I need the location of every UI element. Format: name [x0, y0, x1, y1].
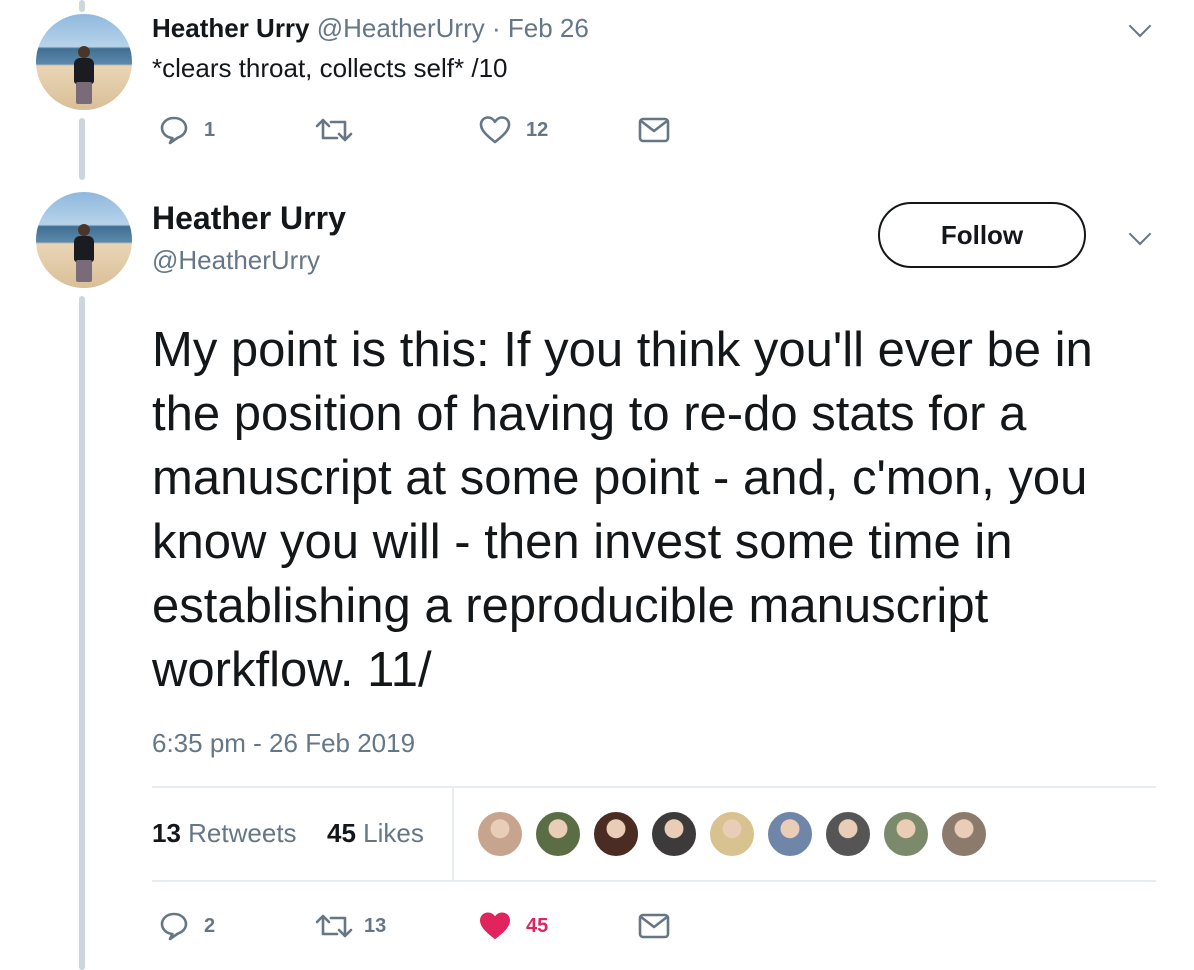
heart-icon	[479, 116, 511, 144]
retweet-icon	[315, 118, 353, 142]
retweet-icon	[315, 914, 353, 938]
like-stat-label: Likes	[363, 818, 424, 848]
avatar[interactable]	[36, 14, 132, 110]
like-count: 45	[526, 914, 549, 937]
like-button[interactable]: 45	[478, 910, 548, 942]
author-name[interactable]: Heather Urry	[152, 200, 346, 236]
like-button[interactable]: 12	[478, 114, 548, 146]
liker-avatar[interactable]	[882, 810, 930, 858]
author-handle[interactable]: @HeatherUrry	[152, 245, 320, 275]
thread-line	[79, 0, 85, 12]
message-button[interactable]	[638, 912, 670, 940]
reply-count: 1	[204, 118, 216, 141]
author-handle[interactable]: @HeatherUrry	[316, 13, 485, 43]
liker-avatar[interactable]	[708, 810, 756, 858]
heart-icon	[479, 912, 511, 940]
retweet-button[interactable]: 13	[314, 910, 386, 942]
retweet-button[interactable]	[314, 114, 354, 146]
divider	[152, 880, 1156, 882]
liker-avatar[interactable]	[940, 810, 988, 858]
author-name[interactable]: Heather Urry	[152, 13, 310, 43]
liker-avatar[interactable]	[592, 810, 640, 858]
follow-button[interactable]: Follow	[878, 202, 1086, 268]
reply-count: 2	[204, 914, 216, 937]
chevron-down-icon[interactable]	[1128, 222, 1152, 246]
like-stat[interactable]: 45 Likes	[327, 818, 424, 849]
liker-avatar[interactable]	[476, 810, 524, 858]
reply-icon	[160, 116, 188, 145]
liker-avatar[interactable]	[650, 810, 698, 858]
retweet-stat-label: Retweets	[188, 818, 297, 848]
tweet-text: *clears throat, collects self* /10	[152, 53, 508, 83]
like-stat-count: 45	[327, 818, 356, 848]
divider	[152, 786, 1156, 788]
tweet-header: Heather Urry @HeatherUrry · Feb 26	[152, 13, 589, 44]
reply-button[interactable]: 2	[158, 910, 215, 942]
avatar[interactable]	[36, 192, 132, 288]
reply-button[interactable]: 1	[158, 114, 215, 146]
message-button[interactable]	[638, 116, 670, 144]
retweet-count: 13	[364, 914, 387, 937]
chevron-down-icon[interactable]	[1128, 14, 1152, 38]
tweet-date[interactable]: · Feb 26	[491, 13, 589, 43]
thread-line	[79, 296, 85, 970]
divider	[452, 788, 454, 880]
retweet-stat-count: 13	[152, 818, 181, 848]
liker-avatar[interactable]	[766, 810, 814, 858]
tweet-text: My point is this: If you think you'll ev…	[152, 323, 1093, 697]
envelope-icon	[638, 913, 670, 939]
like-count: 12	[526, 118, 549, 141]
liker-avatar[interactable]	[824, 810, 872, 858]
envelope-icon	[638, 117, 670, 143]
retweet-stat[interactable]: 13 Retweets	[152, 818, 297, 849]
thread-line	[79, 118, 85, 180]
tweet-timestamp[interactable]: 6:35 pm - 26 Feb 2019	[152, 728, 416, 758]
reply-icon	[160, 912, 188, 941]
liker-avatar[interactable]	[534, 810, 582, 858]
